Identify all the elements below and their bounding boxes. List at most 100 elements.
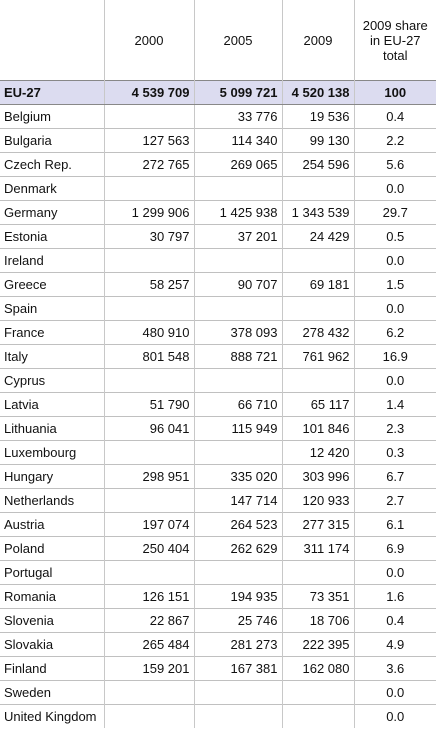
table-row: Czech Rep. 272 765 269 065 254 596 5.6 bbox=[0, 152, 436, 177]
table-cell: 24 429 bbox=[281, 224, 354, 249]
table-row: Denmark 0.0 bbox=[0, 176, 436, 201]
table-cell: 0.0 bbox=[353, 296, 436, 321]
table-row: Spain 0.0 bbox=[0, 296, 436, 321]
table-cell: 0.4 bbox=[353, 104, 436, 129]
table-cell: 58 257 bbox=[103, 272, 194, 297]
empty-cell bbox=[193, 440, 282, 465]
table-row: Greece 58 257 90 707 69 181 1.5 bbox=[0, 272, 436, 297]
table-row: Lithuania 96 041 115 949 101 846 2.3 bbox=[0, 416, 436, 441]
table-cell: 1 299 906 bbox=[103, 200, 194, 225]
table-cell: 761 962 bbox=[281, 344, 354, 369]
table-cell: 66 710 bbox=[193, 392, 282, 417]
table-cell: 159 201 bbox=[103, 656, 194, 681]
table-cell: 2.3 bbox=[353, 416, 436, 441]
empty-cell bbox=[103, 560, 194, 585]
table-cell: 25 746 bbox=[193, 608, 282, 633]
row-label: France bbox=[0, 320, 104, 345]
empty-cell bbox=[193, 248, 282, 273]
row-label: Greece bbox=[0, 272, 104, 297]
empty-cell bbox=[281, 704, 354, 728]
table-row: Bulgaria 127 563 114 340 99 130 2.2 bbox=[0, 128, 436, 153]
table-cell: 272 765 bbox=[103, 152, 194, 177]
table-row: Romania 126 151 194 935 73 351 1.6 bbox=[0, 584, 436, 609]
row-label: Italy bbox=[0, 344, 104, 369]
empty-cell bbox=[103, 104, 194, 129]
row-label: Cyprus bbox=[0, 368, 104, 393]
table-cell: 126 151 bbox=[103, 584, 194, 609]
table-cell: 33 776 bbox=[193, 104, 282, 129]
empty-cell bbox=[103, 248, 194, 273]
empty-cell bbox=[193, 296, 282, 321]
table-cell: 2.7 bbox=[353, 488, 436, 513]
table-cell: 4.9 bbox=[353, 632, 436, 657]
table-cell: 888 721 bbox=[193, 344, 282, 369]
table-cell: 120 933 bbox=[281, 488, 354, 513]
table-cell: 1.5 bbox=[353, 272, 436, 297]
table-cell: 265 484 bbox=[103, 632, 194, 657]
table-cell: 99 130 bbox=[281, 128, 354, 153]
row-label: Lithuania bbox=[0, 416, 104, 441]
table-cell: 6.2 bbox=[353, 320, 436, 345]
table-cell: 12 420 bbox=[281, 440, 354, 465]
table-cell: 3.6 bbox=[353, 656, 436, 681]
table-cell: 18 706 bbox=[281, 608, 354, 633]
empty-cell bbox=[103, 368, 194, 393]
table-row: Sweden 0.0 bbox=[0, 680, 436, 705]
table-cell: 480 910 bbox=[103, 320, 194, 345]
table-cell: 277 315 bbox=[281, 512, 354, 537]
row-label: Sweden bbox=[0, 680, 104, 705]
table-row: Netherlands 147 714 120 933 2.7 bbox=[0, 488, 436, 513]
row-label: Netherlands bbox=[0, 488, 104, 513]
table-cell: 114 340 bbox=[193, 128, 282, 153]
table-cell: 6.7 bbox=[353, 464, 436, 489]
table-row: Ireland 0.0 bbox=[0, 248, 436, 273]
empty-cell bbox=[103, 704, 194, 728]
empty-cell bbox=[193, 680, 282, 705]
table-cell: 311 174 bbox=[281, 536, 354, 561]
table-row: Hungary 298 951 335 020 303 996 6.7 bbox=[0, 464, 436, 489]
table-cell: 250 404 bbox=[103, 536, 194, 561]
row-label: Estonia bbox=[0, 224, 104, 249]
empty-cell bbox=[281, 368, 354, 393]
table-row: France 480 910 378 093 278 432 6.2 bbox=[0, 320, 436, 345]
table-cell: 90 707 bbox=[193, 272, 282, 297]
table-cell: 378 093 bbox=[193, 320, 282, 345]
table-cell: 100 bbox=[353, 80, 436, 105]
table-cell: 167 381 bbox=[193, 656, 282, 681]
empty-cell bbox=[193, 704, 282, 728]
table-cell: 262 629 bbox=[193, 536, 282, 561]
table-cell: 254 596 bbox=[281, 152, 354, 177]
table-cell: 51 790 bbox=[103, 392, 194, 417]
table-cell: 162 080 bbox=[281, 656, 354, 681]
header-cell: 2000 bbox=[103, 0, 194, 81]
table-cell: 0.0 bbox=[353, 680, 436, 705]
table-cell: 0.0 bbox=[353, 560, 436, 585]
row-label: Slovenia bbox=[0, 608, 104, 633]
table-cell: 29.7 bbox=[353, 200, 436, 225]
empty-cell bbox=[281, 296, 354, 321]
table-cell: 147 714 bbox=[193, 488, 282, 513]
table-cell: 96 041 bbox=[103, 416, 194, 441]
row-label: EU-27 bbox=[0, 80, 104, 105]
table-cell: 16.9 bbox=[353, 344, 436, 369]
header-cell bbox=[0, 0, 104, 81]
table-cell: 101 846 bbox=[281, 416, 354, 441]
table-row: United Kingdom 0.0 bbox=[0, 704, 436, 728]
table-cell: 0.0 bbox=[353, 248, 436, 273]
table-cell: 264 523 bbox=[193, 512, 282, 537]
table-cell: 0.5 bbox=[353, 224, 436, 249]
table-cell: 1 343 539 bbox=[281, 200, 354, 225]
table-cell: 0.0 bbox=[353, 176, 436, 201]
header-row: 2000 2005 2009 2009 share in EU-27 total bbox=[0, 0, 436, 81]
table-cell: 37 201 bbox=[193, 224, 282, 249]
empty-cell bbox=[103, 296, 194, 321]
table-cell: 1 425 938 bbox=[193, 200, 282, 225]
table-cell: 115 949 bbox=[193, 416, 282, 441]
table-cell: 19 536 bbox=[281, 104, 354, 129]
table-cell: 1.4 bbox=[353, 392, 436, 417]
table-cell: 298 951 bbox=[103, 464, 194, 489]
row-label: Germany bbox=[0, 200, 104, 225]
table-row: Belgium 33 776 19 536 0.4 bbox=[0, 104, 436, 129]
table-cell: 73 351 bbox=[281, 584, 354, 609]
